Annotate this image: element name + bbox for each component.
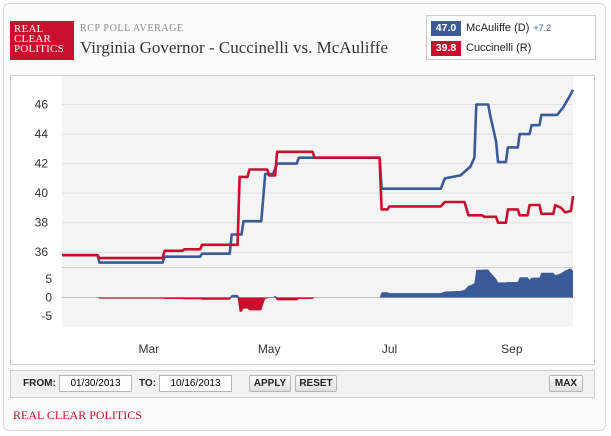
poll-chart[interactable]: 36 38 40 42 44 46 5 0 -5 Mar May Jul Sep bbox=[10, 75, 595, 365]
logo-line-2: CLEAR bbox=[14, 33, 52, 45]
legend-change: +7.2 bbox=[533, 23, 552, 33]
logo-line-3: POLITICS bbox=[14, 43, 64, 55]
from-label: FROM: bbox=[23, 378, 56, 389]
header-kicker: RCP POLL AVERAGE bbox=[80, 23, 184, 34]
logo-line-1: REAL bbox=[14, 23, 44, 35]
legend-value-badge: 47.0 bbox=[431, 20, 461, 36]
y-tick-label: 46 bbox=[35, 98, 49, 112]
y-tick-label: 36 bbox=[35, 245, 49, 259]
from-date-input[interactable] bbox=[59, 375, 132, 392]
legend-value-badge: 39.8 bbox=[431, 40, 461, 56]
spread-tick-label: 5 bbox=[45, 272, 52, 286]
y-tick-label: 44 bbox=[35, 127, 49, 141]
x-tick-label: Sep bbox=[501, 342, 523, 356]
footer-brand[interactable]: REAL CLEAR POLITICS bbox=[13, 408, 142, 422]
reset-button[interactable]: RESET bbox=[295, 375, 337, 392]
legend-item-cuccinelli[interactable]: 39.8 Cuccinelli (R) bbox=[431, 40, 531, 56]
x-tick-label: Jul bbox=[382, 342, 397, 356]
spread-tick-label: 0 bbox=[45, 291, 52, 305]
date-range-controls: FROM: TO: APPLY RESET MAX bbox=[10, 370, 595, 398]
spread-tick-label: -5 bbox=[41, 309, 52, 323]
to-date-input[interactable] bbox=[159, 375, 232, 392]
x-tick-label: Mar bbox=[138, 342, 159, 356]
y-tick-label: 40 bbox=[35, 186, 49, 200]
legend-label: McAuliffe (D) bbox=[466, 22, 530, 34]
legend-item-mcauliffe[interactable]: 47.0 McAuliffe (D) +7.2 bbox=[431, 20, 551, 36]
legend: 47.0 McAuliffe (D) +7.2 39.8 Cuccinelli … bbox=[426, 15, 596, 60]
series-line-cuccinelli bbox=[62, 150, 575, 260]
spread-positive-area bbox=[62, 268, 573, 298]
y-tick-label: 38 bbox=[35, 216, 49, 230]
page-title: Virginia Governor - Cuccinelli vs. McAul… bbox=[80, 38, 389, 57]
apply-button[interactable]: APPLY bbox=[249, 375, 291, 392]
x-tick-label: May bbox=[258, 342, 281, 356]
series-line-mcauliffe bbox=[62, 89, 575, 264]
legend-label: Cuccinelli (R) bbox=[466, 42, 532, 54]
max-button[interactable]: MAX bbox=[549, 375, 583, 392]
rcp-logo[interactable]: REAL CLEAR POLITICS bbox=[10, 21, 74, 60]
to-label: TO: bbox=[139, 378, 157, 389]
y-tick-label: 42 bbox=[35, 157, 49, 171]
